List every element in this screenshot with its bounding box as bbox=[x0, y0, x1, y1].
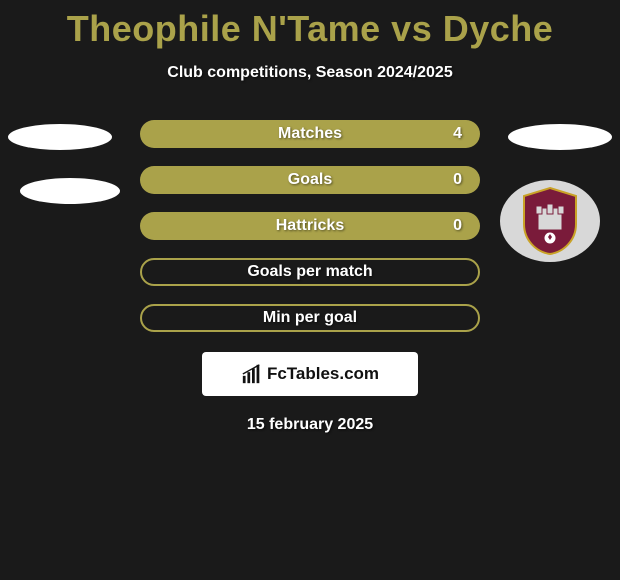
stat-row-goals-per-match: Goals per match bbox=[140, 258, 480, 286]
comparison-container: Theophile N'Tame vs Dyche Club competiti… bbox=[0, 0, 620, 580]
shield-icon bbox=[520, 186, 580, 256]
stat-row-goals: Goals 0 bbox=[140, 166, 480, 194]
page-subtitle: Club competitions, Season 2024/2025 bbox=[0, 64, 620, 82]
stat-row-hattricks: Hattricks 0 bbox=[140, 212, 480, 240]
player-right-top-avatar-placeholder bbox=[508, 124, 612, 150]
date-label: 15 february 2025 bbox=[0, 416, 620, 434]
stat-row-min-per-goal: Min per goal bbox=[140, 304, 480, 332]
club-crest-icon bbox=[520, 186, 580, 256]
stat-label: Goals per match bbox=[247, 263, 372, 281]
stat-label: Hattricks bbox=[276, 217, 344, 235]
player-left-top-avatar-placeholder bbox=[8, 124, 112, 150]
stat-right-value: 4 bbox=[453, 125, 462, 143]
stat-right-value: 0 bbox=[453, 217, 462, 235]
stat-row-matches: Matches 4 bbox=[140, 120, 480, 148]
stat-right-value: 0 bbox=[453, 171, 462, 189]
stat-label: Min per goal bbox=[263, 309, 357, 327]
brand-logo[interactable]: FcTables.com bbox=[202, 352, 418, 396]
brand-logo-text: FcTables.com bbox=[267, 364, 379, 384]
stat-label: Matches bbox=[278, 125, 342, 143]
player-right-club-badge bbox=[500, 180, 600, 262]
page-title: Theophile N'Tame vs Dyche bbox=[0, 0, 620, 50]
player-left-club-placeholder bbox=[20, 178, 120, 204]
bar-chart-icon bbox=[241, 363, 263, 385]
stat-label: Goals bbox=[288, 171, 332, 189]
